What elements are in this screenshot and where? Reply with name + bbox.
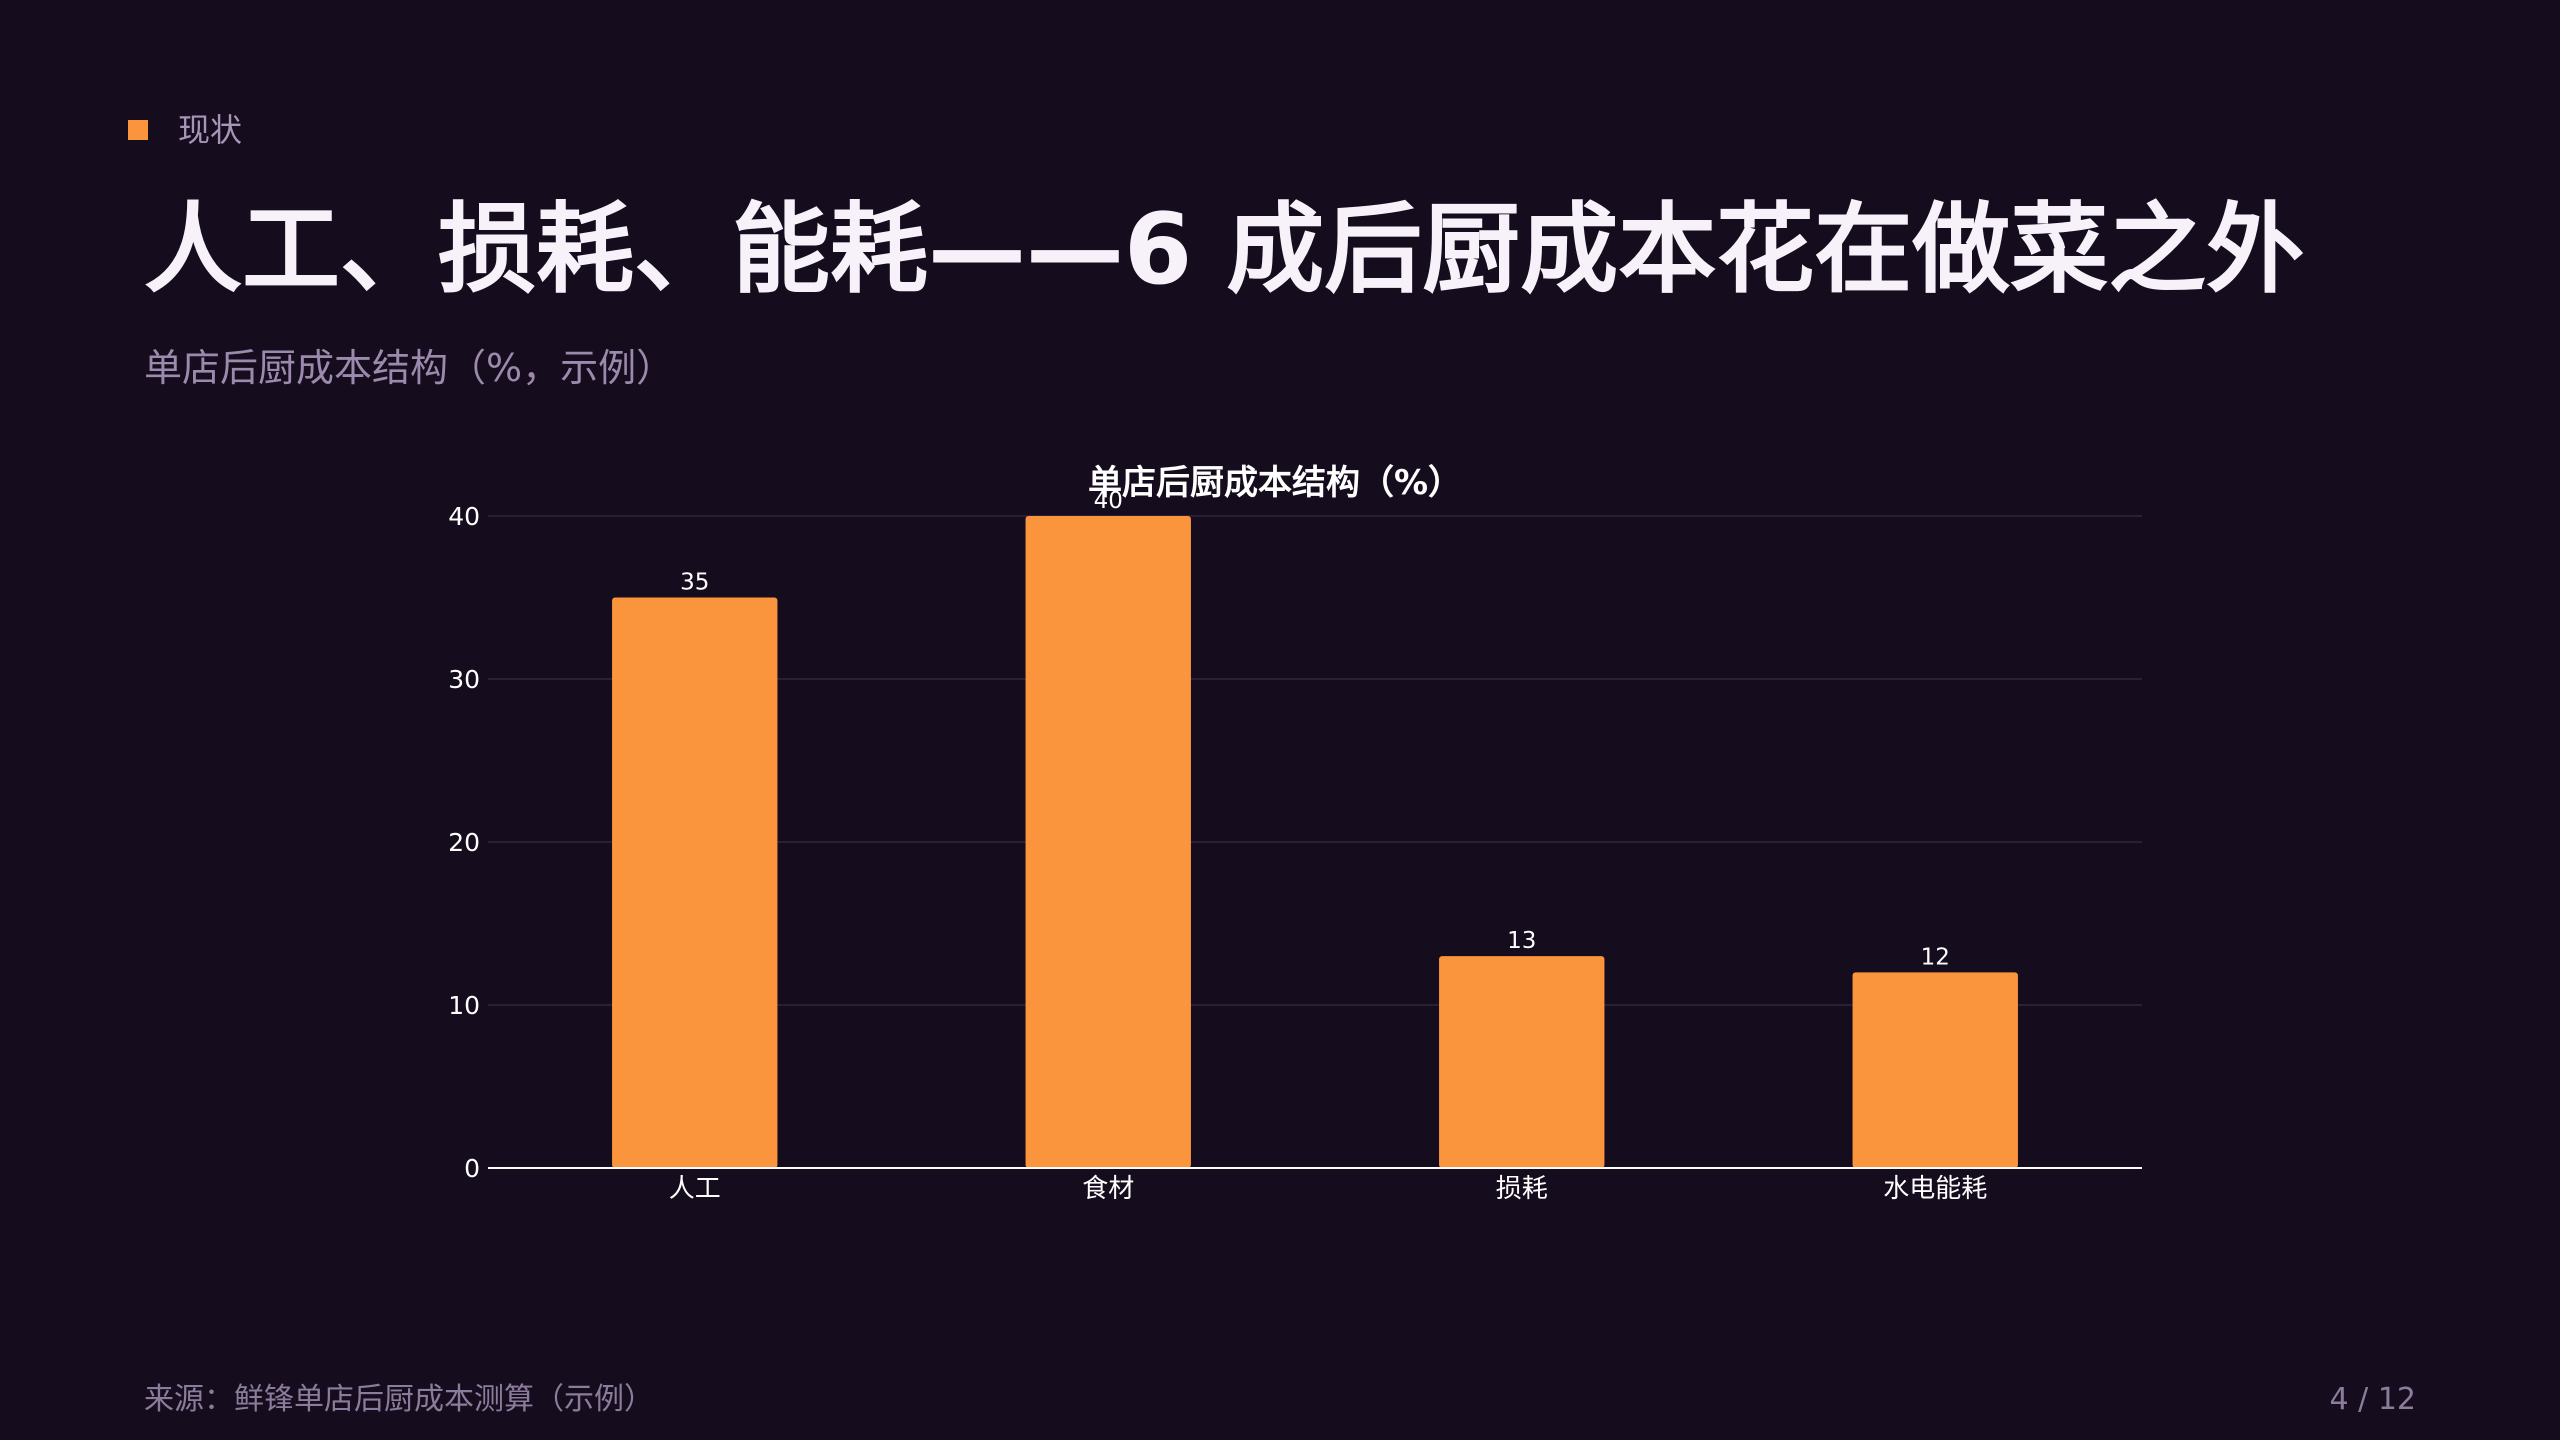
bar-value-label: 40 [1094,488,1123,514]
x-tick-label: 损耗 [1496,1174,1548,1204]
y-tick-label: 0 [464,1154,480,1183]
bar [1439,956,1605,1168]
page-title: 人工、损耗、能耗——6 成后厨成本花在做菜之外 [144,193,2305,307]
source-note: 来源：鲜锋单店后厨成本测算（示例） [144,1382,654,1417]
bar-value-label: 35 [680,570,709,596]
bar [1852,972,2018,1168]
y-tick-label: 30 [448,665,480,694]
y-tick-label: 40 [448,502,480,531]
chart-title: 单店后厨成本结构（%） [1088,463,1462,503]
bar-value-label: 13 [1507,928,1536,954]
bar [612,597,778,1168]
y-tick-label: 10 [448,991,480,1020]
section-tag: 现状 [128,108,242,152]
x-tick-label: 食材 [1082,1174,1134,1204]
x-tick-label: 人工 [669,1174,721,1204]
bar-value-label: 12 [1921,944,1950,970]
page-subtitle: 单店后厨成本结构（%，示例） [144,346,675,390]
x-tick-label: 水电能耗 [1883,1174,1987,1204]
bar [1025,516,1191,1168]
page-number: 4 / 12 [2329,1382,2416,1417]
section-label: 现状 [178,111,243,149]
section-marker-icon [128,120,148,140]
y-tick-label: 20 [448,828,480,857]
